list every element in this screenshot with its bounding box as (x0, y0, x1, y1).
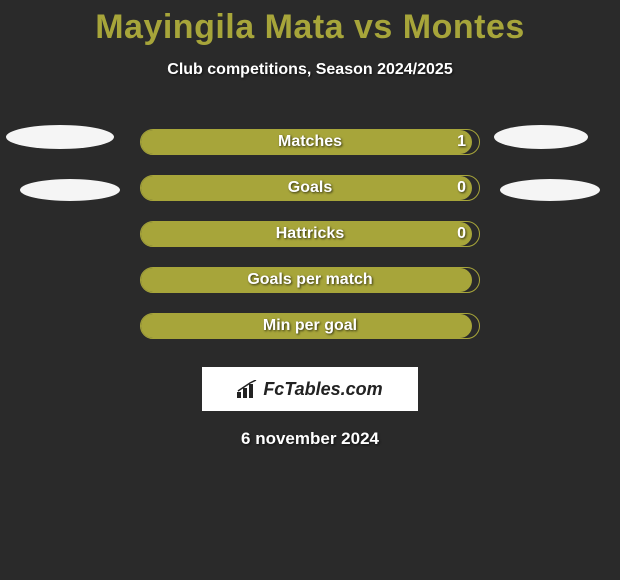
stat-label: Goals per match (140, 267, 480, 293)
decorative-ellipse (20, 179, 120, 201)
stat-value: 0 (457, 175, 466, 201)
decorative-ellipse (494, 125, 588, 149)
stat-bar: Matches1 (140, 129, 480, 155)
stat-bar: Goals0 (140, 175, 480, 201)
stat-row: Hattricks0 (0, 211, 620, 257)
stat-value: 0 (457, 221, 466, 247)
stat-bar: Hattricks0 (140, 221, 480, 247)
logo-label: FcTables.com (263, 379, 382, 400)
logo-text: FcTables.com (237, 379, 382, 400)
chart-icon (237, 380, 259, 398)
decorative-ellipse (500, 179, 600, 201)
stat-row: Min per goal (0, 303, 620, 349)
comparison-card: Mayingila Mata vs Montes Club competitio… (0, 0, 620, 449)
page-subtitle: Club competitions, Season 2024/2025 (0, 61, 620, 79)
stat-bar: Goals per match (140, 267, 480, 293)
date-text: 6 november 2024 (0, 429, 620, 449)
page-title: Mayingila Mata vs Montes (0, 0, 620, 47)
stat-value: 1 (457, 129, 466, 155)
stat-bar: Min per goal (140, 313, 480, 339)
stat-label: Goals (140, 175, 480, 201)
stat-label: Min per goal (140, 313, 480, 339)
decorative-ellipse (6, 125, 114, 149)
stat-label: Matches (140, 129, 480, 155)
stat-label: Hattricks (140, 221, 480, 247)
logo-box: FcTables.com (202, 367, 418, 411)
stat-rows: Matches1Goals0Hattricks0Goals per matchM… (0, 119, 620, 349)
stat-row: Goals per match (0, 257, 620, 303)
